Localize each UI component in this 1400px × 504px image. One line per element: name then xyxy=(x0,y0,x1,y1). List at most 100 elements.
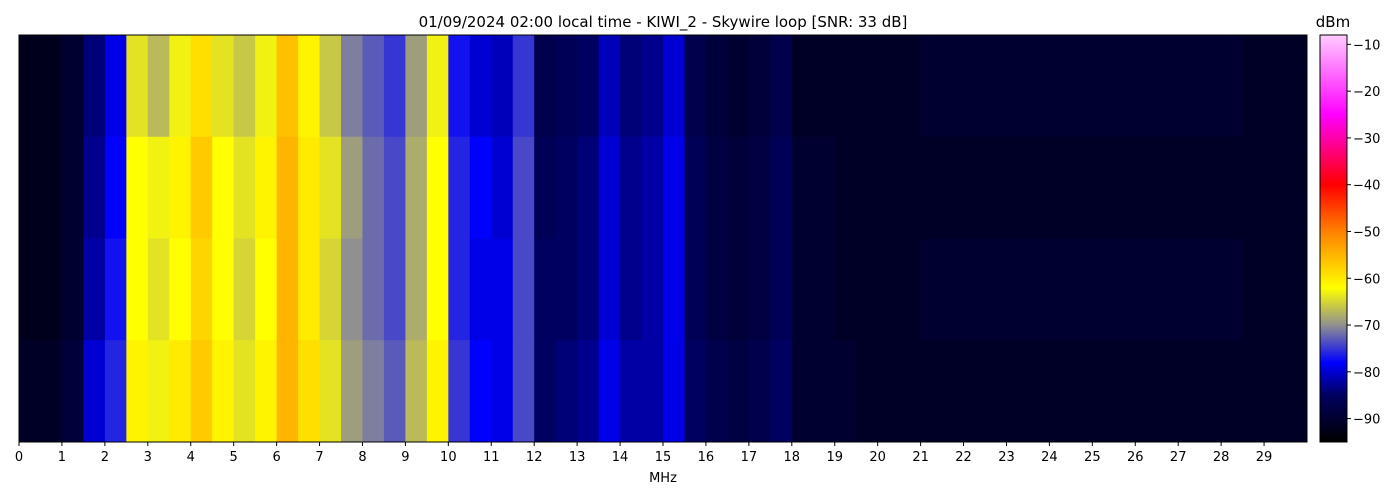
heatmap-cell xyxy=(40,136,63,239)
heatmap-cell xyxy=(1221,238,1244,341)
heatmap-cell xyxy=(1221,340,1244,443)
heatmap-cell xyxy=(512,136,535,239)
heatmap-cell xyxy=(942,35,965,138)
heatmap-cell xyxy=(705,238,728,341)
x-tick-label: 27 xyxy=(1170,450,1187,465)
heatmap-cell xyxy=(1156,136,1179,239)
heatmap-cell xyxy=(963,340,986,443)
heatmap-cell xyxy=(426,238,449,341)
heatmap-cell xyxy=(362,340,385,443)
heatmap-cell xyxy=(126,238,149,341)
heatmap-cell xyxy=(1242,35,1265,138)
x-tick-label: 13 xyxy=(569,450,586,465)
heatmap-cell xyxy=(555,35,578,138)
heatmap-cell xyxy=(1006,35,1029,138)
heatmap-cell xyxy=(598,238,621,341)
x-tick-label: 7 xyxy=(315,450,323,465)
colorbar-tick-label: −80 xyxy=(1353,366,1380,381)
heatmap-cell xyxy=(147,35,170,138)
heatmap-cell xyxy=(1264,136,1287,239)
colorbar-tick-label: −70 xyxy=(1353,319,1380,334)
heatmap-cell xyxy=(598,340,621,443)
heatmap-cell xyxy=(405,136,428,239)
x-tick-label: 8 xyxy=(358,450,366,465)
heatmap-cell xyxy=(1199,35,1222,138)
heatmap-cell xyxy=(19,238,41,341)
heatmap-cell xyxy=(877,136,900,239)
x-tick-label: 23 xyxy=(998,450,1015,465)
heatmap-cell xyxy=(233,340,256,443)
heatmap-cell xyxy=(834,35,857,138)
heatmap-cell xyxy=(1285,340,1308,443)
heatmap-cell xyxy=(190,340,213,443)
heatmap-cell xyxy=(319,238,342,341)
heatmap-cell xyxy=(705,136,728,239)
heatmap-cell xyxy=(169,238,192,341)
heatmap-cell xyxy=(555,340,578,443)
heatmap-cell xyxy=(620,35,643,138)
heatmap-cell xyxy=(577,35,600,138)
heatmap-cell xyxy=(1156,238,1179,341)
heatmap-cell xyxy=(362,238,385,341)
heatmap-cell xyxy=(620,340,643,443)
heatmap-cell xyxy=(663,238,685,341)
heatmap-cell xyxy=(1156,340,1179,443)
heatmap-cell xyxy=(126,35,149,138)
heatmap-cell xyxy=(1006,340,1029,443)
x-tick-label: 26 xyxy=(1127,450,1144,465)
heatmap-cell xyxy=(1027,340,1050,443)
heatmap-cell xyxy=(319,340,342,443)
heatmap-cell xyxy=(1285,35,1308,138)
colorbar-tick-label: −50 xyxy=(1353,225,1380,240)
heatmap-cell xyxy=(341,340,363,443)
heatmap-cell xyxy=(491,238,514,341)
heatmap-cell xyxy=(920,238,943,341)
heatmap-cell xyxy=(1006,238,1029,341)
heatmap-cell xyxy=(169,340,192,443)
heatmap-cell xyxy=(276,136,299,239)
colorbar-tick-label: −10 xyxy=(1353,38,1380,53)
heatmap-cell xyxy=(705,340,728,443)
x-tick-label: 28 xyxy=(1213,450,1230,465)
heatmap-cell xyxy=(426,340,449,443)
heatmap-cell xyxy=(383,35,406,138)
heatmap-cell xyxy=(255,340,278,443)
heatmap-cell xyxy=(791,340,814,443)
heatmap-cell xyxy=(61,238,84,341)
heatmap-cell xyxy=(19,35,41,138)
heatmap-cell xyxy=(104,238,127,341)
heatmap-cell xyxy=(1285,136,1308,239)
colorbar-label: dBm xyxy=(1316,13,1350,31)
x-tick-label: 3 xyxy=(144,450,152,465)
x-tick-label: 10 xyxy=(440,450,457,465)
chart-title: 01/09/2024 02:00 local time - KIWI_2 - S… xyxy=(419,13,908,32)
heatmap-cell xyxy=(791,238,814,341)
heatmap-cell xyxy=(1027,35,1050,138)
heatmap-cell xyxy=(448,136,471,239)
heatmap-cell xyxy=(469,35,492,138)
heatmap-cell xyxy=(319,35,342,138)
heatmap-cell xyxy=(147,238,170,341)
heatmap-cell xyxy=(1199,340,1222,443)
x-tick-label: 19 xyxy=(826,450,843,465)
heatmap-cell xyxy=(705,35,728,138)
heatmap-cell xyxy=(298,136,321,239)
heatmap-cell xyxy=(748,136,771,239)
heatmap-cell xyxy=(341,35,363,138)
heatmap-cell xyxy=(233,238,256,341)
heatmap-cell xyxy=(383,136,406,239)
heatmap-cell xyxy=(834,238,857,341)
heatmap-cell xyxy=(1092,136,1115,239)
heatmap-cell xyxy=(577,340,600,443)
x-tick-label: 15 xyxy=(655,450,672,465)
heatmap-cell xyxy=(1242,136,1265,239)
heatmap-cell xyxy=(770,35,793,138)
heatmap-cell xyxy=(469,136,492,239)
heatmap-cell xyxy=(448,340,471,443)
x-tick-label: 21 xyxy=(912,450,929,465)
heatmap-cell xyxy=(727,238,750,341)
heatmap-cell xyxy=(61,136,84,239)
heatmap-cell xyxy=(1113,340,1136,443)
heatmap-cell xyxy=(126,136,149,239)
